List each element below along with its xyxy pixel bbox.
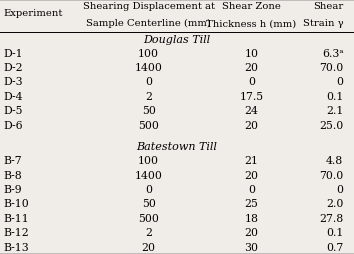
- Text: 10: 10: [244, 48, 258, 58]
- Text: 100: 100: [138, 155, 159, 165]
- Text: 20: 20: [244, 227, 258, 237]
- Text: Douglas Till: Douglas Till: [143, 35, 211, 44]
- Text: 4.8: 4.8: [326, 155, 343, 165]
- Text: 0: 0: [336, 77, 343, 87]
- Text: D-4: D-4: [4, 91, 23, 102]
- Text: 2.1: 2.1: [326, 106, 343, 116]
- Text: B-10: B-10: [4, 199, 29, 209]
- Text: 2: 2: [145, 227, 152, 237]
- Text: D-2: D-2: [4, 63, 23, 73]
- Text: 0: 0: [145, 184, 152, 194]
- Text: Batestown Till: Batestown Till: [137, 141, 217, 152]
- Text: 25: 25: [244, 199, 258, 209]
- Text: Shearing Displacement at: Shearing Displacement at: [83, 2, 215, 11]
- Text: 50: 50: [142, 106, 156, 116]
- Text: 18: 18: [244, 213, 258, 223]
- Text: 500: 500: [138, 213, 159, 223]
- Text: B-11: B-11: [4, 213, 29, 223]
- Text: 6.3ᵃ: 6.3ᵃ: [322, 48, 343, 58]
- Text: 50: 50: [142, 199, 156, 209]
- Text: Thickness ​h (mm): Thickness ​h (mm): [206, 19, 296, 28]
- Text: 20: 20: [244, 120, 258, 130]
- Text: 0.1: 0.1: [326, 227, 343, 237]
- Text: 27.8: 27.8: [319, 213, 343, 223]
- Text: 17.5: 17.5: [239, 91, 263, 102]
- Text: B-13: B-13: [4, 242, 29, 252]
- Text: Strain γ: Strain γ: [303, 19, 343, 28]
- Text: 0: 0: [336, 184, 343, 194]
- Text: B-8: B-8: [4, 170, 22, 180]
- Text: 25.0: 25.0: [319, 120, 343, 130]
- Text: B-9: B-9: [4, 184, 22, 194]
- Text: 30: 30: [244, 242, 258, 252]
- Text: 0: 0: [145, 77, 152, 87]
- Text: B-12: B-12: [4, 227, 29, 237]
- Text: D-3: D-3: [4, 77, 23, 87]
- Text: 70.0: 70.0: [319, 170, 343, 180]
- Text: 70.0: 70.0: [319, 63, 343, 73]
- Text: 2.0: 2.0: [326, 199, 343, 209]
- Text: 0: 0: [248, 77, 255, 87]
- Text: 21: 21: [244, 155, 258, 165]
- Text: 0: 0: [248, 184, 255, 194]
- Text: 20: 20: [142, 242, 156, 252]
- Text: 500: 500: [138, 120, 159, 130]
- Text: D-5: D-5: [4, 106, 23, 116]
- Text: D-6: D-6: [4, 120, 23, 130]
- Text: Experiment: Experiment: [4, 9, 63, 18]
- Text: 1400: 1400: [135, 170, 162, 180]
- Text: Sample Centerline (mm): Sample Centerline (mm): [86, 19, 211, 28]
- Text: Shear: Shear: [313, 2, 343, 11]
- Text: 0.1: 0.1: [326, 91, 343, 102]
- Text: 20: 20: [244, 170, 258, 180]
- Text: Shear Zone: Shear Zone: [222, 2, 281, 11]
- Text: 20: 20: [244, 63, 258, 73]
- Text: 100: 100: [138, 48, 159, 58]
- Text: 0.7: 0.7: [326, 242, 343, 252]
- Text: B-7: B-7: [4, 155, 22, 165]
- Text: 1400: 1400: [135, 63, 162, 73]
- Text: 2: 2: [145, 91, 152, 102]
- Text: 24: 24: [244, 106, 258, 116]
- Text: D-1: D-1: [4, 48, 23, 58]
